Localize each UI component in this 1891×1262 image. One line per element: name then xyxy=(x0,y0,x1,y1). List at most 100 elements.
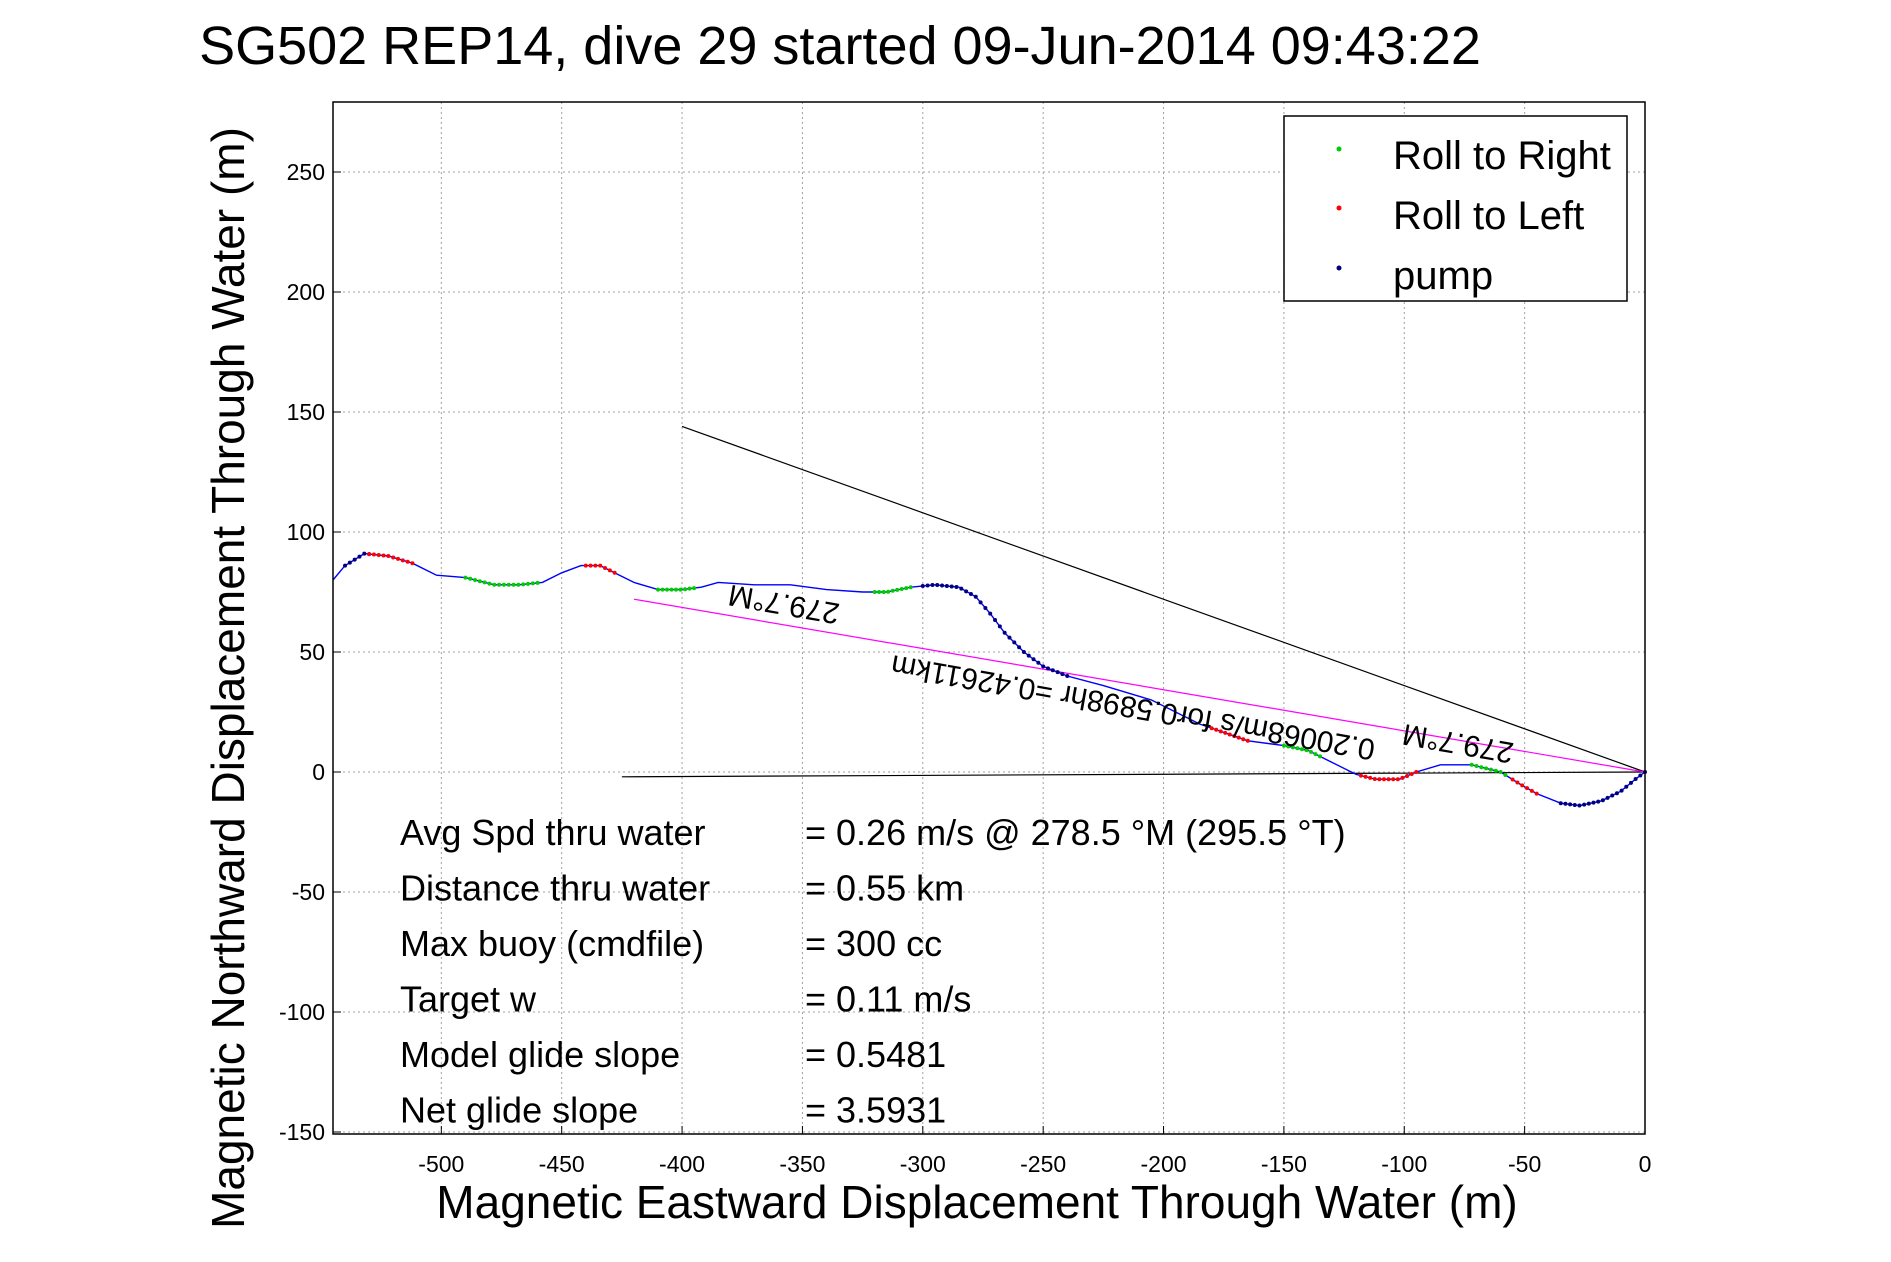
marker-4-7 xyxy=(687,586,692,591)
stat-value-0: = 0.26 m/s @ 278.5 °M (295.5 °T) xyxy=(805,812,1346,853)
marker-3-3 xyxy=(598,563,603,568)
marker-4-4 xyxy=(674,587,679,592)
marker-3-0 xyxy=(583,563,588,568)
marker-9-7 xyxy=(1391,777,1396,782)
chart-title: SG502 REP14, dive 29 started 09-Jun-2014… xyxy=(199,16,1481,76)
marker-5-3 xyxy=(886,589,891,594)
x-tick-label-10: 0 xyxy=(1639,1151,1652,1177)
marker-6-7 xyxy=(954,584,959,589)
marker-2-2 xyxy=(473,578,478,582)
marker-12-10 xyxy=(1605,795,1610,800)
marker-1-1 xyxy=(371,552,376,557)
marker-8-2 xyxy=(1290,745,1295,750)
marker-6-0 xyxy=(920,584,925,588)
marker-12-14 xyxy=(1624,784,1629,789)
x-tick-label-0: -500 xyxy=(418,1151,464,1177)
marker-2-3 xyxy=(477,579,482,584)
marker-3-1 xyxy=(588,563,593,568)
marker-2-15 xyxy=(535,580,540,585)
y-tick-labels: -150 -100 -50 0 50 100 150 200 250 xyxy=(279,159,341,1145)
marker-12-1 xyxy=(1563,801,1568,806)
marker-8-1 xyxy=(1286,744,1291,749)
marker-3-6 xyxy=(612,570,617,575)
marker-12-4 xyxy=(1577,803,1582,808)
marker-6-28 xyxy=(1055,670,1060,675)
stat-label-3: Target w xyxy=(400,979,537,1020)
marker-8-3 xyxy=(1295,746,1300,751)
marker-1-6 xyxy=(395,556,400,561)
stat-value-4: = 0.5481 xyxy=(805,1034,946,1075)
marker-7-8 xyxy=(1245,738,1250,743)
y-tick-label-3: 0 xyxy=(312,759,325,785)
marker-9-10 xyxy=(1405,773,1410,778)
marker-6-26 xyxy=(1045,666,1050,671)
marker-2-6 xyxy=(492,582,497,587)
marker-11-5 xyxy=(1534,791,1539,796)
marker-6-1 xyxy=(925,583,930,588)
marker-12-5 xyxy=(1582,802,1587,807)
roll-pump-markers xyxy=(343,551,1647,808)
legend-label-pump: pump xyxy=(1393,254,1493,298)
marker-9-2 xyxy=(1368,775,1373,780)
marker-2-5 xyxy=(487,581,492,586)
marker-1-0 xyxy=(367,552,372,557)
marker-0-0 xyxy=(343,563,348,568)
marker-12-9 xyxy=(1600,798,1605,803)
legend-marker-roll-right xyxy=(1336,146,1342,152)
y-tick-label-1: -100 xyxy=(279,999,325,1025)
marker-9-4 xyxy=(1377,777,1382,782)
marker-4-8 xyxy=(692,586,697,591)
marker-7-2 xyxy=(1218,729,1223,734)
marker-3-5 xyxy=(607,568,612,573)
marker-5-1 xyxy=(877,590,882,594)
marker-6-17 xyxy=(1002,630,1007,635)
x-tick-label-9: -50 xyxy=(1508,1151,1541,1177)
marker-9-1 xyxy=(1363,774,1368,779)
marker-12-2 xyxy=(1568,802,1573,807)
stat-label-1: Distance thru water xyxy=(400,868,710,909)
marker-5-7 xyxy=(904,586,909,591)
marker-6-20 xyxy=(1017,645,1022,650)
marker-0-4 xyxy=(362,551,367,556)
marker-11-2 xyxy=(1520,783,1525,788)
marker-6-16 xyxy=(997,624,1002,629)
marker-7-1 xyxy=(1214,727,1219,732)
marker-6-30 xyxy=(1065,674,1070,678)
reference-line-0 xyxy=(681,425,1646,773)
marker-10-6 xyxy=(1498,770,1503,774)
marker-1-5 xyxy=(391,555,396,560)
marker-4-2 xyxy=(665,587,670,592)
marker-7-5 xyxy=(1232,734,1237,739)
marker-8-7 xyxy=(1313,752,1318,757)
legend: Roll to Right Roll to Left pump xyxy=(1283,115,1628,302)
marker-8-0 xyxy=(1281,743,1286,748)
marker-12-13 xyxy=(1619,788,1624,793)
marker-5-6 xyxy=(899,587,904,591)
marker-11-3 xyxy=(1525,786,1530,791)
marker-6-29 xyxy=(1060,672,1065,677)
marker-0-3 xyxy=(357,554,362,559)
marker-9-9 xyxy=(1400,775,1405,780)
marker-2-10 xyxy=(511,582,516,587)
marker-6-25 xyxy=(1041,664,1046,669)
marker-5-8 xyxy=(908,585,913,590)
stat-value-3: = 0.11 m/s xyxy=(805,979,971,1020)
marker-12-7 xyxy=(1591,800,1596,805)
marker-11-1 xyxy=(1515,780,1520,785)
y-tick-label-0: -150 xyxy=(279,1119,325,1145)
marker-2-0 xyxy=(463,575,468,580)
marker-10-0 xyxy=(1469,762,1474,767)
marker-2-8 xyxy=(501,582,506,587)
y-tick-label-5: 100 xyxy=(287,519,325,545)
dive-stats-block: Avg Spd thru water = 0.26 m/s @ 278.5 °M … xyxy=(400,812,1346,1131)
marker-6-18 xyxy=(1007,635,1012,640)
marker-6-4 xyxy=(940,583,945,588)
marker-10-7 xyxy=(1503,773,1508,777)
marker-12-15 xyxy=(1628,780,1633,785)
stat-value-1: = 0.55 km xyxy=(805,868,964,909)
legend-label-roll-right: Roll to Right xyxy=(1393,134,1611,178)
marker-12-8 xyxy=(1596,799,1601,804)
y-axis-label: Magnetic Northward Displacement Through … xyxy=(202,127,254,1229)
marker-7-6 xyxy=(1236,735,1241,740)
